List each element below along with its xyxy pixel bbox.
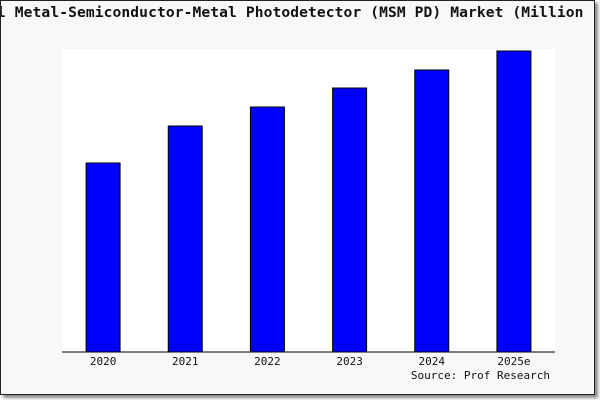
source-note: Source: Prof Research <box>410 369 550 382</box>
bar-2020 <box>85 162 121 353</box>
bar-2022 <box>249 106 285 353</box>
x-tick-label: 2025e <box>497 355 530 368</box>
bar-2024 <box>414 69 450 353</box>
chart-title: l Metal-Semiconductor-Metal Photodetecto… <box>0 4 584 21</box>
bar-2021 <box>167 125 203 353</box>
x-tick-label: 2023 <box>336 355 363 368</box>
bar-2025e <box>496 50 532 353</box>
x-tick-label: 2022 <box>254 355 281 368</box>
plot-area <box>62 49 555 352</box>
x-tick-label: 2021 <box>172 355 199 368</box>
x-tick-label: 2020 <box>90 355 117 368</box>
bar-chart: 2020 2021 2022 2023 2024 2025e <box>62 49 555 368</box>
chart-frame: l Metal-Semiconductor-Metal Photodetecto… <box>0 0 595 395</box>
x-tick-label: 2024 <box>419 355 446 368</box>
bar-2023 <box>332 87 368 353</box>
